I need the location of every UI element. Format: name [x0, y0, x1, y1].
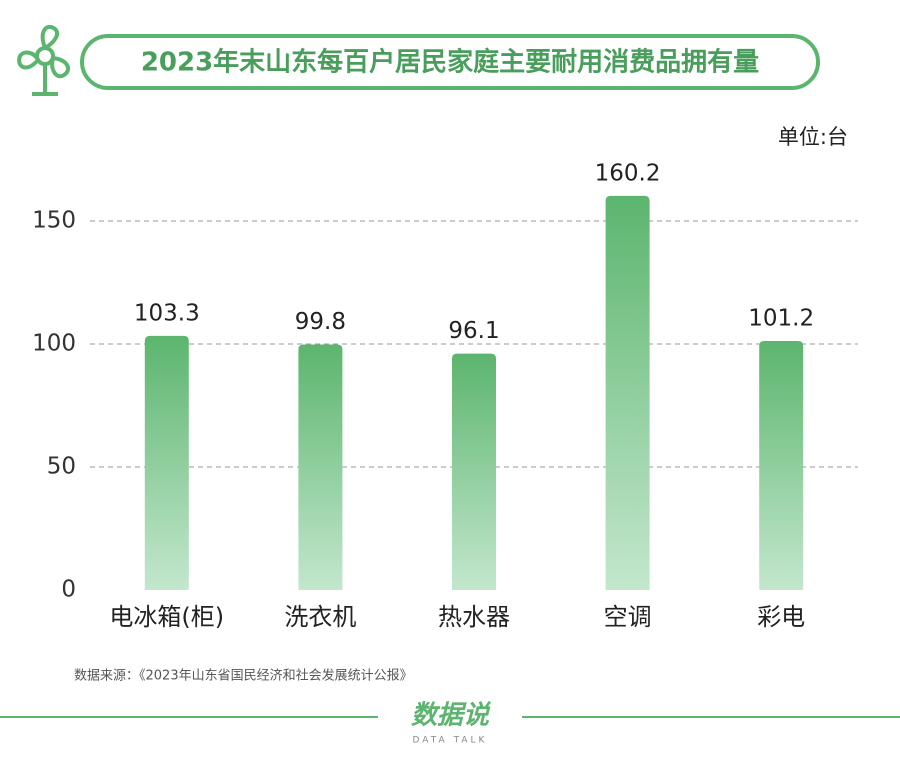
y-tick-label: 100 [32, 331, 76, 357]
fan-icon [17, 24, 71, 96]
y-tick-label: 150 [32, 208, 76, 234]
bar [605, 195, 650, 590]
brand-name: 数据说 [411, 701, 492, 731]
y-tick-label: 50 [47, 454, 76, 480]
unit-label: 单位:台 [778, 125, 848, 149]
data-label: 99.8 [295, 309, 346, 335]
data-label: 160.2 [595, 160, 661, 186]
y-tick-label: 0 [61, 577, 76, 603]
title-box [80, 34, 820, 90]
source: 数据来源：《2023年山东省国民经济和社会发展统计公报》 [74, 668, 413, 684]
data-label: 103.3 [134, 300, 200, 326]
x-tick-label: 热水器 [438, 603, 510, 631]
data-label: 101.2 [748, 306, 814, 332]
bar [759, 341, 804, 590]
bar [144, 335, 189, 590]
x-tick-label: 空调 [604, 603, 652, 631]
brand-tagline: DATA TALK [413, 736, 488, 746]
chart-title: 2023年末山东每百户居民家庭主要耐用消费品拥有量 [141, 47, 759, 78]
x-tick-label: 电冰箱(柜) [109, 603, 224, 631]
x-tick-label: 洗衣机 [284, 603, 356, 631]
bar [452, 353, 496, 590]
x-tick-label: 彩电 [757, 603, 805, 631]
bar [298, 344, 343, 590]
data-label: 96.1 [448, 318, 499, 344]
